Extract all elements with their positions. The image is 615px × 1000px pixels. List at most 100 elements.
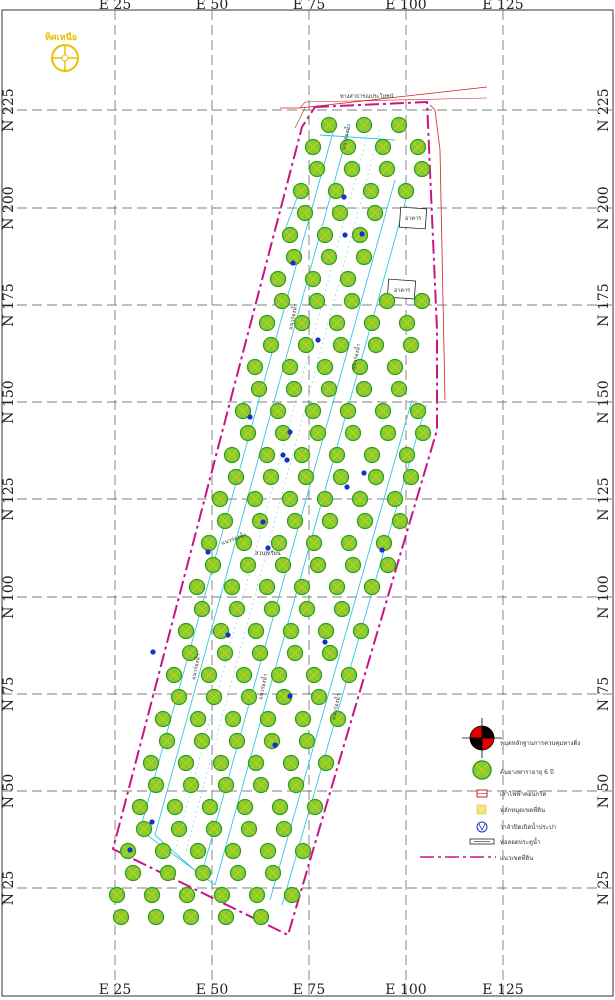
valve-marker	[344, 484, 350, 490]
canal-line	[154, 124, 351, 836]
valve-marker	[225, 632, 231, 638]
tree-layer	[108, 116, 432, 926]
tree-icon	[274, 556, 292, 574]
valve-marker	[284, 457, 290, 463]
canal-line	[154, 834, 201, 876]
tree-icon	[283, 886, 301, 904]
northing-label: N 50	[1, 774, 17, 809]
tree-icon	[216, 644, 234, 662]
building-2-label: อาคาร	[394, 288, 410, 294]
tree-icon	[344, 556, 362, 574]
road-label: ทางสาธารณประโยชน์	[340, 92, 394, 100]
northing-label: N 175	[1, 283, 17, 326]
tree-icon	[263, 600, 281, 618]
tree-icon	[135, 820, 153, 838]
tree-icon	[165, 666, 183, 684]
tree-icon	[298, 732, 316, 750]
tree-icon	[378, 160, 396, 178]
tree-icon	[154, 710, 172, 728]
tree-icon	[269, 402, 287, 420]
tree-icon	[282, 754, 300, 772]
northing-label: N 175	[596, 283, 612, 326]
tree-icon	[142, 754, 160, 772]
valve-marker	[315, 337, 321, 343]
tree-icon	[250, 380, 268, 398]
tree-icon	[224, 710, 242, 728]
tree-icon	[246, 358, 264, 376]
legend-text: เสาไฟฟ้าคอนกรีต	[500, 790, 547, 798]
easting-label: E 50	[196, 0, 228, 13]
easting-label: E 125	[482, 982, 523, 998]
northing-label: N 25	[1, 871, 17, 906]
tree-icon	[205, 688, 223, 706]
tree-icon	[270, 534, 288, 552]
tree-icon	[363, 578, 381, 596]
tree-icon	[200, 534, 218, 552]
tree-icon	[193, 600, 211, 618]
tree-icon	[375, 534, 393, 552]
tree-icon	[177, 622, 195, 640]
easting-label: E 75	[293, 0, 325, 13]
tree-icon	[397, 182, 415, 200]
valve-marker	[287, 429, 293, 435]
tree-icon	[264, 864, 282, 882]
tree-icon	[131, 798, 149, 816]
valve-marker	[287, 693, 293, 699]
tree-icon	[259, 842, 277, 860]
tree-icon	[351, 490, 369, 508]
northing-label: N 75	[1, 677, 17, 712]
tree-icon	[170, 688, 188, 706]
tree-icon	[181, 644, 199, 662]
tree-icon	[124, 864, 142, 882]
tree-icon	[223, 446, 241, 464]
easting-label: E 25	[99, 0, 131, 13]
tree-icon	[363, 446, 381, 464]
tree-icon	[147, 908, 165, 926]
legend-text: วาล์วปิดเปิดน้ำประปา	[500, 821, 556, 831]
tree-icon	[239, 424, 257, 442]
tree-icon	[304, 138, 322, 156]
tree-icon	[320, 380, 338, 398]
tree-icon	[304, 270, 322, 288]
tree-icon	[317, 622, 335, 640]
valve-marker	[342, 232, 348, 238]
tree-icon	[275, 820, 293, 838]
tree-icon	[287, 776, 305, 794]
tree-icon	[200, 666, 218, 684]
tree-icon	[386, 358, 404, 376]
tree-icon	[298, 600, 316, 618]
easting-label: E 50	[196, 982, 228, 998]
tree-icon	[227, 468, 245, 486]
tree-icon	[294, 710, 312, 728]
tree-icon	[379, 424, 397, 442]
tree-icon	[143, 886, 161, 904]
tree-icon	[339, 402, 357, 420]
tree-icon	[271, 798, 289, 816]
tree-icon	[248, 886, 266, 904]
tree-icon	[282, 622, 300, 640]
valve-marker	[341, 194, 347, 200]
tree-icon	[351, 358, 369, 376]
tree-icon	[402, 468, 420, 486]
boundary-marker-icon	[476, 804, 487, 815]
culvert-icon	[469, 838, 495, 845]
tree-icon	[296, 204, 314, 222]
northing-label: N 75	[596, 677, 612, 712]
valve-marker	[127, 847, 133, 853]
tree-icon	[286, 512, 304, 530]
tree-icon	[258, 578, 276, 596]
tree-icon	[229, 864, 247, 882]
tree-icon	[112, 908, 130, 926]
tree-icon	[166, 798, 184, 816]
tree-icon	[236, 798, 254, 816]
tree-icon	[320, 248, 338, 266]
northing-label: N 100	[596, 575, 612, 618]
tree-icon	[317, 754, 335, 772]
tree-icon	[413, 160, 431, 178]
tree-icon	[273, 292, 291, 310]
tree-icon	[339, 138, 357, 156]
valve-marker	[260, 519, 266, 525]
northing-label: N 50	[596, 774, 612, 809]
tree-icon	[293, 314, 311, 332]
valve-marker	[322, 639, 328, 645]
